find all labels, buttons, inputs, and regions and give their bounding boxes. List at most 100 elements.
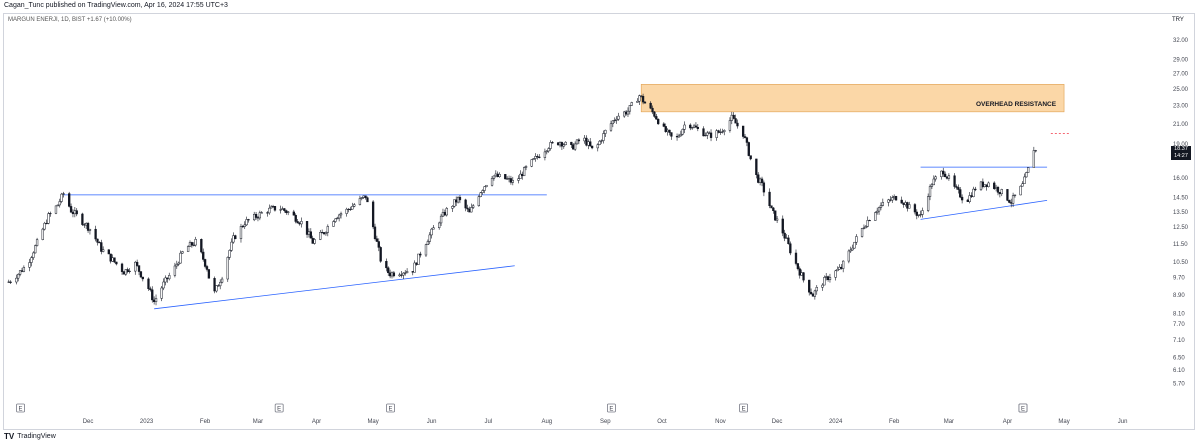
candle-up: [445, 208, 448, 216]
candle-up: [287, 211, 290, 213]
candle-up: [162, 281, 165, 289]
candle-up: [874, 212, 877, 221]
candle-up: [864, 226, 867, 229]
candle-up: [270, 206, 273, 209]
candle-down: [796, 263, 800, 269]
candle-down: [190, 242, 194, 246]
candle-up: [300, 221, 303, 225]
candle-up: [73, 210, 76, 215]
candle-up: [926, 196, 930, 211]
candle-down: [213, 278, 216, 292]
y-tick-label: 12.50: [1173, 225, 1189, 231]
candle-up: [358, 198, 362, 205]
candle-down: [254, 213, 258, 218]
candle-up: [1000, 189, 1003, 195]
candle-up: [34, 245, 37, 254]
candle-down: [305, 221, 309, 235]
candle-down: [560, 142, 564, 147]
candle-up: [677, 135, 681, 138]
candle-up: [260, 212, 263, 214]
candle-up: [930, 184, 934, 187]
candle-down: [68, 193, 71, 207]
y-tick-label: 14.50: [1173, 196, 1189, 202]
candle-up: [428, 234, 431, 242]
y-tick-label: 10.50: [1173, 260, 1189, 266]
candle-up: [362, 195, 365, 198]
candle-down: [572, 144, 575, 150]
candle-down: [902, 202, 905, 205]
candle-up: [111, 257, 114, 262]
candle-down: [509, 178, 513, 183]
candle-down: [86, 223, 90, 231]
candle-down: [589, 141, 592, 147]
candle-down: [419, 253, 422, 256]
candle-down: [371, 201, 375, 228]
candle-up: [506, 178, 509, 180]
candle-up: [345, 208, 348, 214]
candle-down: [657, 118, 660, 125]
earnings-marker-label: E: [609, 407, 613, 413]
candle-down: [955, 186, 958, 188]
earnings-marker: [386, 403, 395, 413]
candle-up: [62, 193, 65, 195]
candle-down: [292, 211, 295, 216]
earnings-marker: [739, 403, 748, 413]
candle-up: [175, 263, 178, 267]
resistance-zone: [640, 84, 1065, 113]
x-tick-label: 2023: [140, 419, 154, 425]
x-tick-label: Dec: [772, 419, 783, 425]
candle-up: [313, 239, 316, 244]
candle-up: [430, 228, 433, 236]
candle-up: [453, 199, 456, 207]
price-axis: 32.00 29.00 27.00 25.00 23.00 21.00 19.00 16.00…: [1173, 38, 1189, 388]
support-trendline: [154, 265, 515, 310]
candle-up: [390, 272, 394, 277]
candle-up: [1021, 183, 1024, 187]
candle-up: [160, 287, 163, 299]
x-tick-label: May: [1058, 419, 1069, 425]
candle-up: [530, 159, 533, 167]
annotation-layer: [63, 84, 1070, 310]
publish-header: Cagan_Tunc published on TradingView.com,…: [0, 0, 1200, 12]
candle-down: [826, 276, 830, 281]
candle-down: [205, 266, 209, 270]
candle-down: [151, 289, 154, 301]
candle-down: [373, 226, 377, 239]
candle-up: [451, 206, 454, 209]
candle-up: [405, 271, 409, 274]
y-tick-label: 23.00: [1173, 104, 1189, 110]
candle-up: [706, 132, 709, 136]
candle-up: [253, 213, 256, 221]
candle-down: [9, 281, 12, 283]
candle-up: [472, 205, 475, 208]
candle-up: [351, 206, 354, 210]
candle-down: [998, 192, 1002, 195]
candle-up: [439, 215, 443, 224]
candle-down: [943, 173, 947, 178]
candle-up: [511, 180, 514, 183]
candle-down: [808, 279, 811, 293]
candle-up: [1011, 195, 1015, 204]
chart-frame[interactable]: [3, 13, 1195, 430]
candle-down: [802, 272, 805, 281]
candle-up: [258, 212, 262, 219]
candle-up: [281, 208, 284, 210]
candle-down: [809, 291, 813, 295]
candle-up: [532, 158, 535, 160]
candle-down: [653, 111, 656, 117]
candle-up: [186, 246, 190, 252]
candle-down: [203, 259, 207, 267]
candle-down: [643, 101, 647, 104]
candle-down: [551, 142, 554, 144]
candle-up: [507, 178, 511, 180]
candle-up: [715, 130, 718, 138]
candle-down: [377, 241, 380, 248]
candle-up: [477, 196, 480, 207]
y-tick-label: 21.00: [1173, 122, 1189, 128]
candle-down: [957, 187, 960, 190]
x-tick-label: Jun: [427, 419, 437, 425]
candle-up: [483, 186, 486, 191]
candle-up: [245, 219, 248, 226]
candle-up: [519, 173, 522, 179]
